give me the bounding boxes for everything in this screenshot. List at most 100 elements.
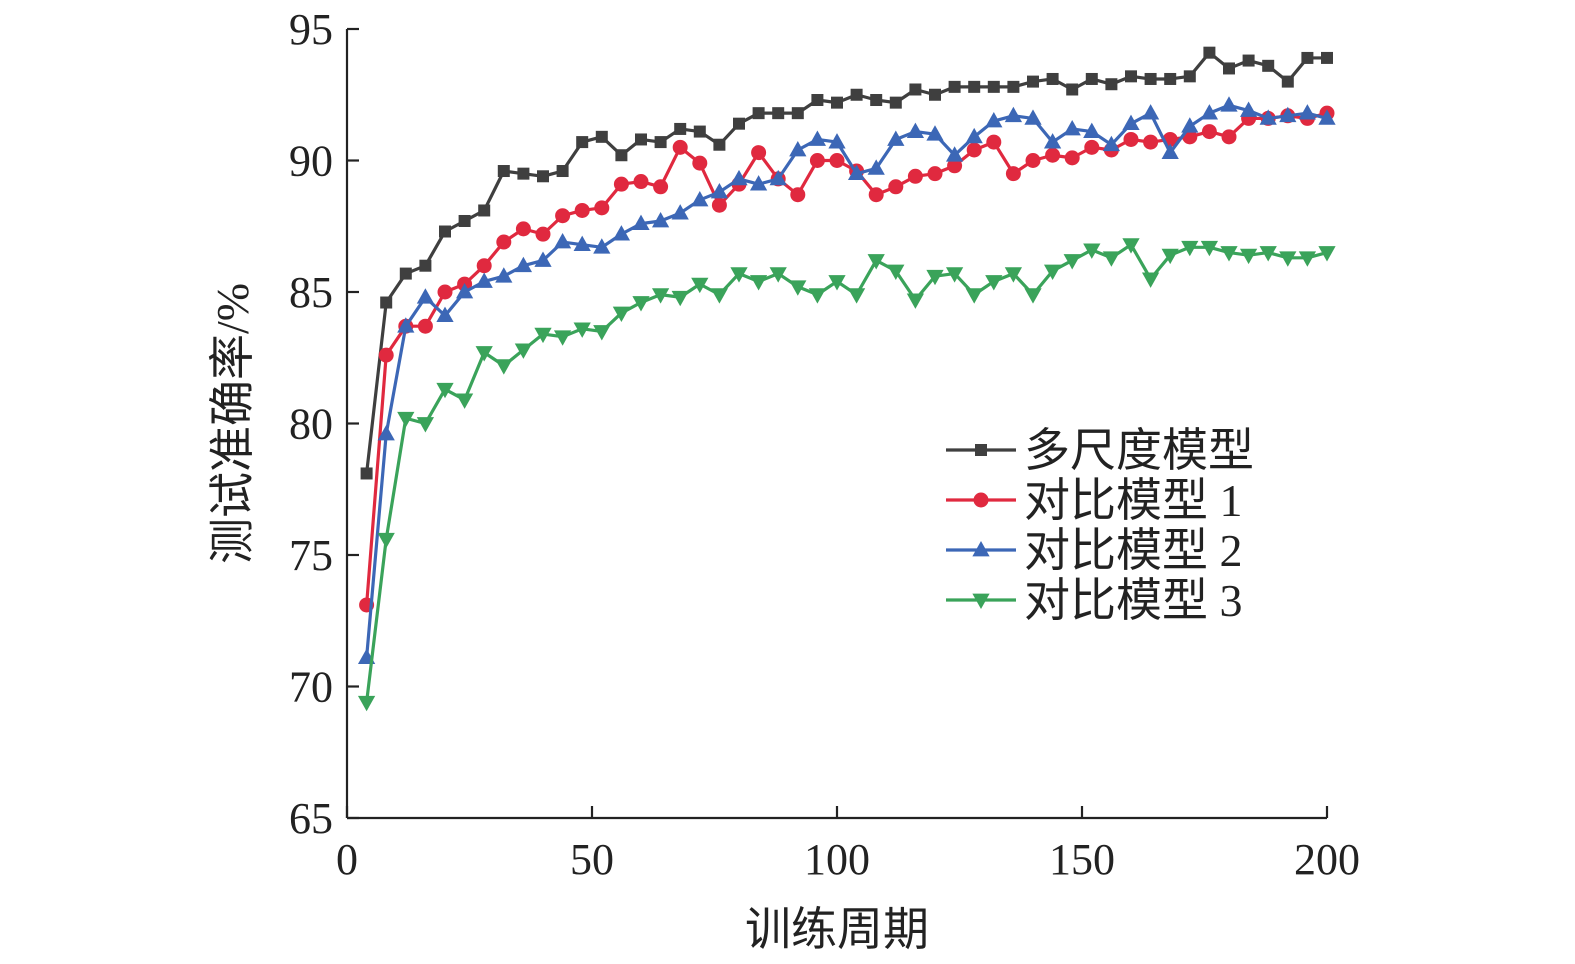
series-4-point xyxy=(691,277,709,294)
legend-marker xyxy=(972,593,990,609)
x-tick-label: 100 xyxy=(804,835,870,884)
series-4-point xyxy=(906,293,925,309)
series-3-point xyxy=(1239,101,1258,117)
series-3-point xyxy=(1083,122,1101,138)
y-tick-label: 95 xyxy=(289,5,333,54)
series-1-point xyxy=(1242,54,1255,67)
series-1-point xyxy=(948,80,961,93)
series-1-point xyxy=(478,204,491,217)
series-1-point xyxy=(380,296,393,309)
series-1-point xyxy=(1203,46,1216,59)
series-3-point xyxy=(965,127,983,144)
series-1-point xyxy=(1007,80,1020,93)
series-1-point xyxy=(419,259,432,272)
series-3-point xyxy=(495,267,513,283)
series-2-point xyxy=(692,155,708,171)
series-3-point xyxy=(828,133,846,149)
series-1-point xyxy=(1223,62,1235,75)
series-1-point xyxy=(909,83,922,96)
legend-label: 对比模型 1 xyxy=(1024,475,1243,526)
series-2-point xyxy=(1045,147,1061,163)
series-4-point xyxy=(1239,248,1258,265)
y-tick-label: 80 xyxy=(289,400,333,449)
series-4-point xyxy=(553,330,572,346)
series-4-point xyxy=(455,393,474,409)
series-4-point xyxy=(612,306,631,323)
series-4-point xyxy=(377,532,395,549)
series-layer xyxy=(357,46,1336,712)
series-4-point xyxy=(1259,246,1277,262)
y-tick-label: 75 xyxy=(289,531,333,580)
series-3-point xyxy=(1122,114,1140,131)
series-4-point xyxy=(887,264,905,280)
series-1-point xyxy=(870,94,883,107)
series-2-point xyxy=(966,142,982,158)
series-1-point xyxy=(1281,75,1294,88)
series-2-point xyxy=(1143,134,1159,150)
series-4-point xyxy=(1181,240,1199,257)
series-1-point xyxy=(1105,78,1118,91)
series-2-point xyxy=(1005,166,1021,182)
series-4-point xyxy=(749,275,768,291)
series-4-point xyxy=(1122,238,1140,254)
series-3-point xyxy=(1259,109,1277,125)
series-4-point xyxy=(808,288,827,304)
series-2-point xyxy=(790,187,806,203)
series-1-point xyxy=(674,122,687,135)
series-2-point xyxy=(417,318,433,334)
series-2-point xyxy=(476,258,492,274)
series-2-point xyxy=(888,179,904,195)
series-4-point xyxy=(965,288,983,304)
series-4-point xyxy=(1004,267,1023,283)
series-3-point xyxy=(945,146,964,162)
series-4-point xyxy=(1083,243,1101,259)
series-1-line xyxy=(365,51,1327,474)
series-3-point xyxy=(612,225,631,241)
series-4-point xyxy=(397,411,415,428)
series-2-point xyxy=(829,153,845,168)
series-2-point xyxy=(378,347,394,363)
series-1-point xyxy=(1027,75,1039,88)
series-3-point xyxy=(985,112,1003,128)
series-1-point xyxy=(1321,51,1333,64)
series-3-point xyxy=(397,317,415,333)
series-4-point xyxy=(769,267,787,283)
series-1-point xyxy=(1046,72,1059,85)
series-1-point xyxy=(654,136,667,149)
series-2-point xyxy=(1064,150,1080,166)
series-4-point xyxy=(573,322,591,338)
series-4-point xyxy=(710,288,729,304)
series-4-point xyxy=(593,325,611,341)
series-3-point xyxy=(926,125,944,141)
series-2-point xyxy=(672,139,688,155)
series-4-point xyxy=(1220,246,1238,262)
series-1-point xyxy=(1301,51,1314,64)
series-3-point xyxy=(1200,104,1219,120)
series-4-point xyxy=(847,288,866,304)
x-tick-label: 50 xyxy=(570,835,614,884)
series-1-point xyxy=(615,149,628,162)
series-2-point xyxy=(555,208,571,224)
series-4-point xyxy=(926,269,944,286)
series-3-point xyxy=(1161,143,1179,159)
series-1-point xyxy=(360,467,373,480)
series-1-point xyxy=(1164,72,1177,85)
series-1-point xyxy=(1066,83,1079,96)
series-1-point xyxy=(1262,59,1275,72)
series-2-point xyxy=(927,166,943,182)
series-1-point xyxy=(791,107,804,120)
y-axis-title: 测试准确率/% xyxy=(207,283,258,564)
series-4-point xyxy=(651,288,670,304)
series-2-point xyxy=(711,197,727,213)
legend-label: 对比模型 2 xyxy=(1024,525,1243,576)
series-1-point xyxy=(811,94,824,107)
series-1-point xyxy=(556,165,569,178)
x-tick-label: 200 xyxy=(1294,835,1360,884)
series-4-point xyxy=(534,327,552,344)
series-2-point xyxy=(613,176,629,192)
series-4-point xyxy=(1141,272,1160,288)
legend-marker xyxy=(973,492,989,508)
series-3-point xyxy=(769,169,787,186)
series-4-point xyxy=(867,254,885,270)
series-3-point xyxy=(1279,106,1297,123)
